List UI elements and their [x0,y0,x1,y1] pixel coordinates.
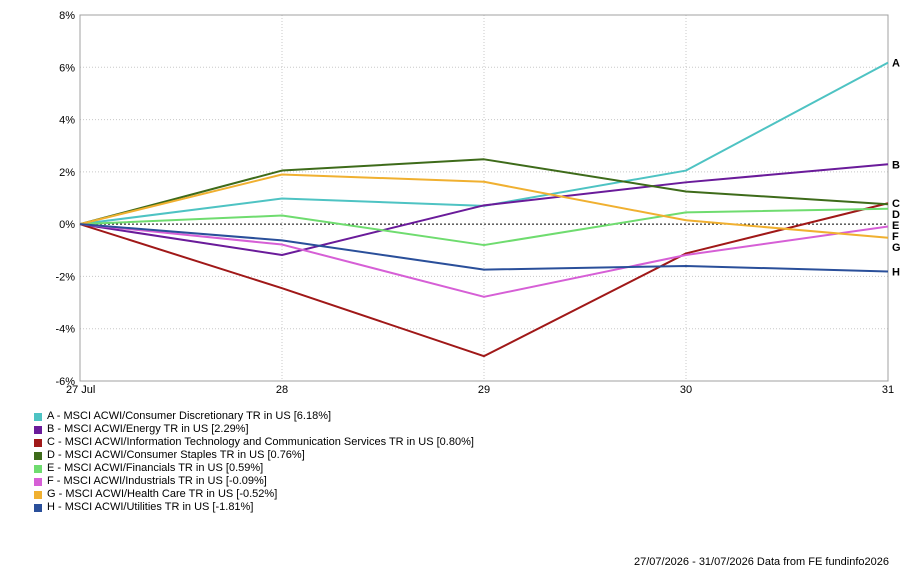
series-end-label: B [892,159,900,171]
legend-label: H - MSCI ACWI/Utilities TR in US [-1.81%… [47,501,254,513]
series-end-label: F [892,231,899,243]
series-line-f [79,223,889,298]
y-tick-label: 0% [59,219,75,231]
series-line-e [79,207,889,247]
x-tick-label: 31 [882,384,894,396]
series-line-b [79,163,889,256]
series-line-g [79,173,889,239]
legend-item: F - MSCI ACWI/Industrials TR in US [-0.0… [34,475,474,488]
legend-item: G - MSCI ACWI/Health Care TR in US [-0.5… [34,488,474,501]
legend-swatch [34,464,42,473]
legend-item: E - MSCI ACWI/Financials TR in US [0.59%… [34,462,474,475]
legend-label: G - MSCI ACWI/Health Care TR in US [-0.5… [47,488,278,500]
series-end-label: C [892,198,900,210]
legend-swatch [34,477,42,486]
plot-area-border [79,14,889,382]
x-tick-label: 27 Jul [66,384,95,396]
legend-swatch [34,503,42,512]
legend-label: B - MSCI ACWI/Energy TR in US [2.29%] [47,423,249,435]
y-tick-label: 8% [59,10,75,22]
y-tick-label: -6% [55,376,75,388]
x-tick-label: 30 [680,384,692,396]
y-tick-label: 4% [59,115,75,127]
legend-item: A - MSCI ACWI/Consumer Discretionary TR … [34,410,474,423]
legend-swatch [34,451,42,460]
legend-item: B - MSCI ACWI/Energy TR in US [2.29%] [34,423,474,436]
legend-item: H - MSCI ACWI/Utilities TR in US [-1.81%… [34,501,474,514]
footer-source-note: 27/07/2026 - 31/07/2026 Data from FE fun… [633,556,889,568]
y-tick-label: 6% [59,62,75,74]
series-end-label: H [892,266,900,278]
series-line-a [79,61,889,226]
x-tick-label: 28 [276,384,288,396]
series-end-label: E [892,220,899,232]
chart-legend: A - MSCI ACWI/Consumer Discretionary TR … [34,410,474,514]
series-line-d [79,158,889,226]
series-end-label: D [892,209,900,221]
legend-swatch [34,412,42,421]
x-tick-label: 29 [478,384,490,396]
y-tick-label: -2% [55,271,75,283]
legend-swatch [34,490,42,499]
legend-swatch [34,425,42,434]
line-chart: 8% 6% 4% 2% 0% -2% -4% -6%27 Jul 28 29 30 31 A B CDEFG… [55,10,900,396]
legend-label: F - MSCI ACWI/Industrials TR in US [-0.0… [47,475,267,487]
series-end-label: G [892,242,900,254]
legend-label: C - MSCI ACWI/Information Technology and… [47,436,474,448]
y-tick-label: -4% [55,324,75,336]
legend-item: C - MSCI ACWI/Information Technology and… [34,436,474,449]
legend-label: D - MSCI ACWI/Consumer Staples TR in US … [47,449,305,461]
series-end-label: A [892,58,900,70]
legend-item: D - MSCI ACWI/Consumer Staples TR in US … [34,449,474,462]
series-line-h [79,223,889,273]
series-line-c [79,202,889,358]
legend-label: A - MSCI ACWI/Consumer Discretionary TR … [47,410,332,422]
y-tick-label: 2% [59,167,75,179]
legend-label: E - MSCI ACWI/Financials TR in US [0.59%… [47,462,264,474]
legend-swatch [34,438,42,447]
